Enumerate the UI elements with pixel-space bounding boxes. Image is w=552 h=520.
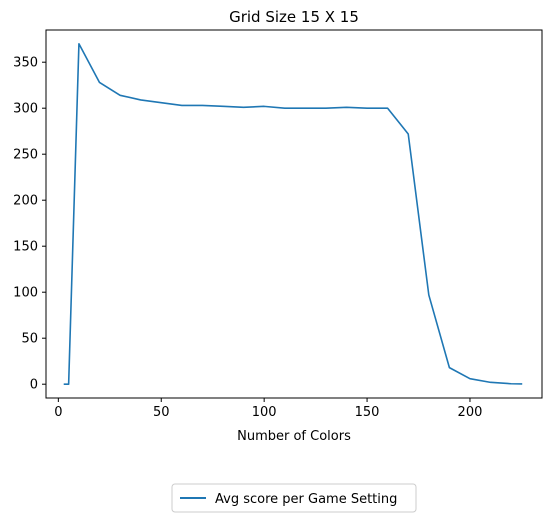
y-tick-label: 150 bbox=[13, 240, 38, 255]
y-tick-label: 50 bbox=[21, 332, 38, 347]
axes: 0 50 100 150 200 0 50 100 150 200 250 300 350 bbox=[13, 29, 543, 420]
x-tick-label: 0 bbox=[54, 405, 62, 420]
legend-label: Avg score per Game Setting bbox=[215, 492, 397, 507]
series-line-0 bbox=[63, 42, 523, 386]
y-tick-label: 200 bbox=[13, 194, 38, 209]
x-tick-label: 200 bbox=[458, 405, 483, 420]
legend-box bbox=[171, 483, 417, 513]
y-tick-label: 100 bbox=[13, 286, 38, 301]
y-tick-label: 300 bbox=[13, 102, 38, 117]
axes-frame bbox=[45, 29, 543, 399]
x-tick-label: 100 bbox=[252, 405, 277, 420]
x-tick-label: 50 bbox=[153, 405, 170, 420]
chart-title: Grid Size 15 X 15 bbox=[229, 8, 359, 26]
x-axis-label: Number of Colors bbox=[237, 429, 351, 444]
y-tick-label: 0 bbox=[30, 378, 38, 393]
y-tick-label: 250 bbox=[13, 148, 38, 163]
x-tick-label: 150 bbox=[355, 405, 380, 420]
legend: Avg score per Game Setting bbox=[171, 483, 417, 513]
plot-area bbox=[63, 42, 523, 386]
y-tick-label: 350 bbox=[13, 56, 38, 71]
